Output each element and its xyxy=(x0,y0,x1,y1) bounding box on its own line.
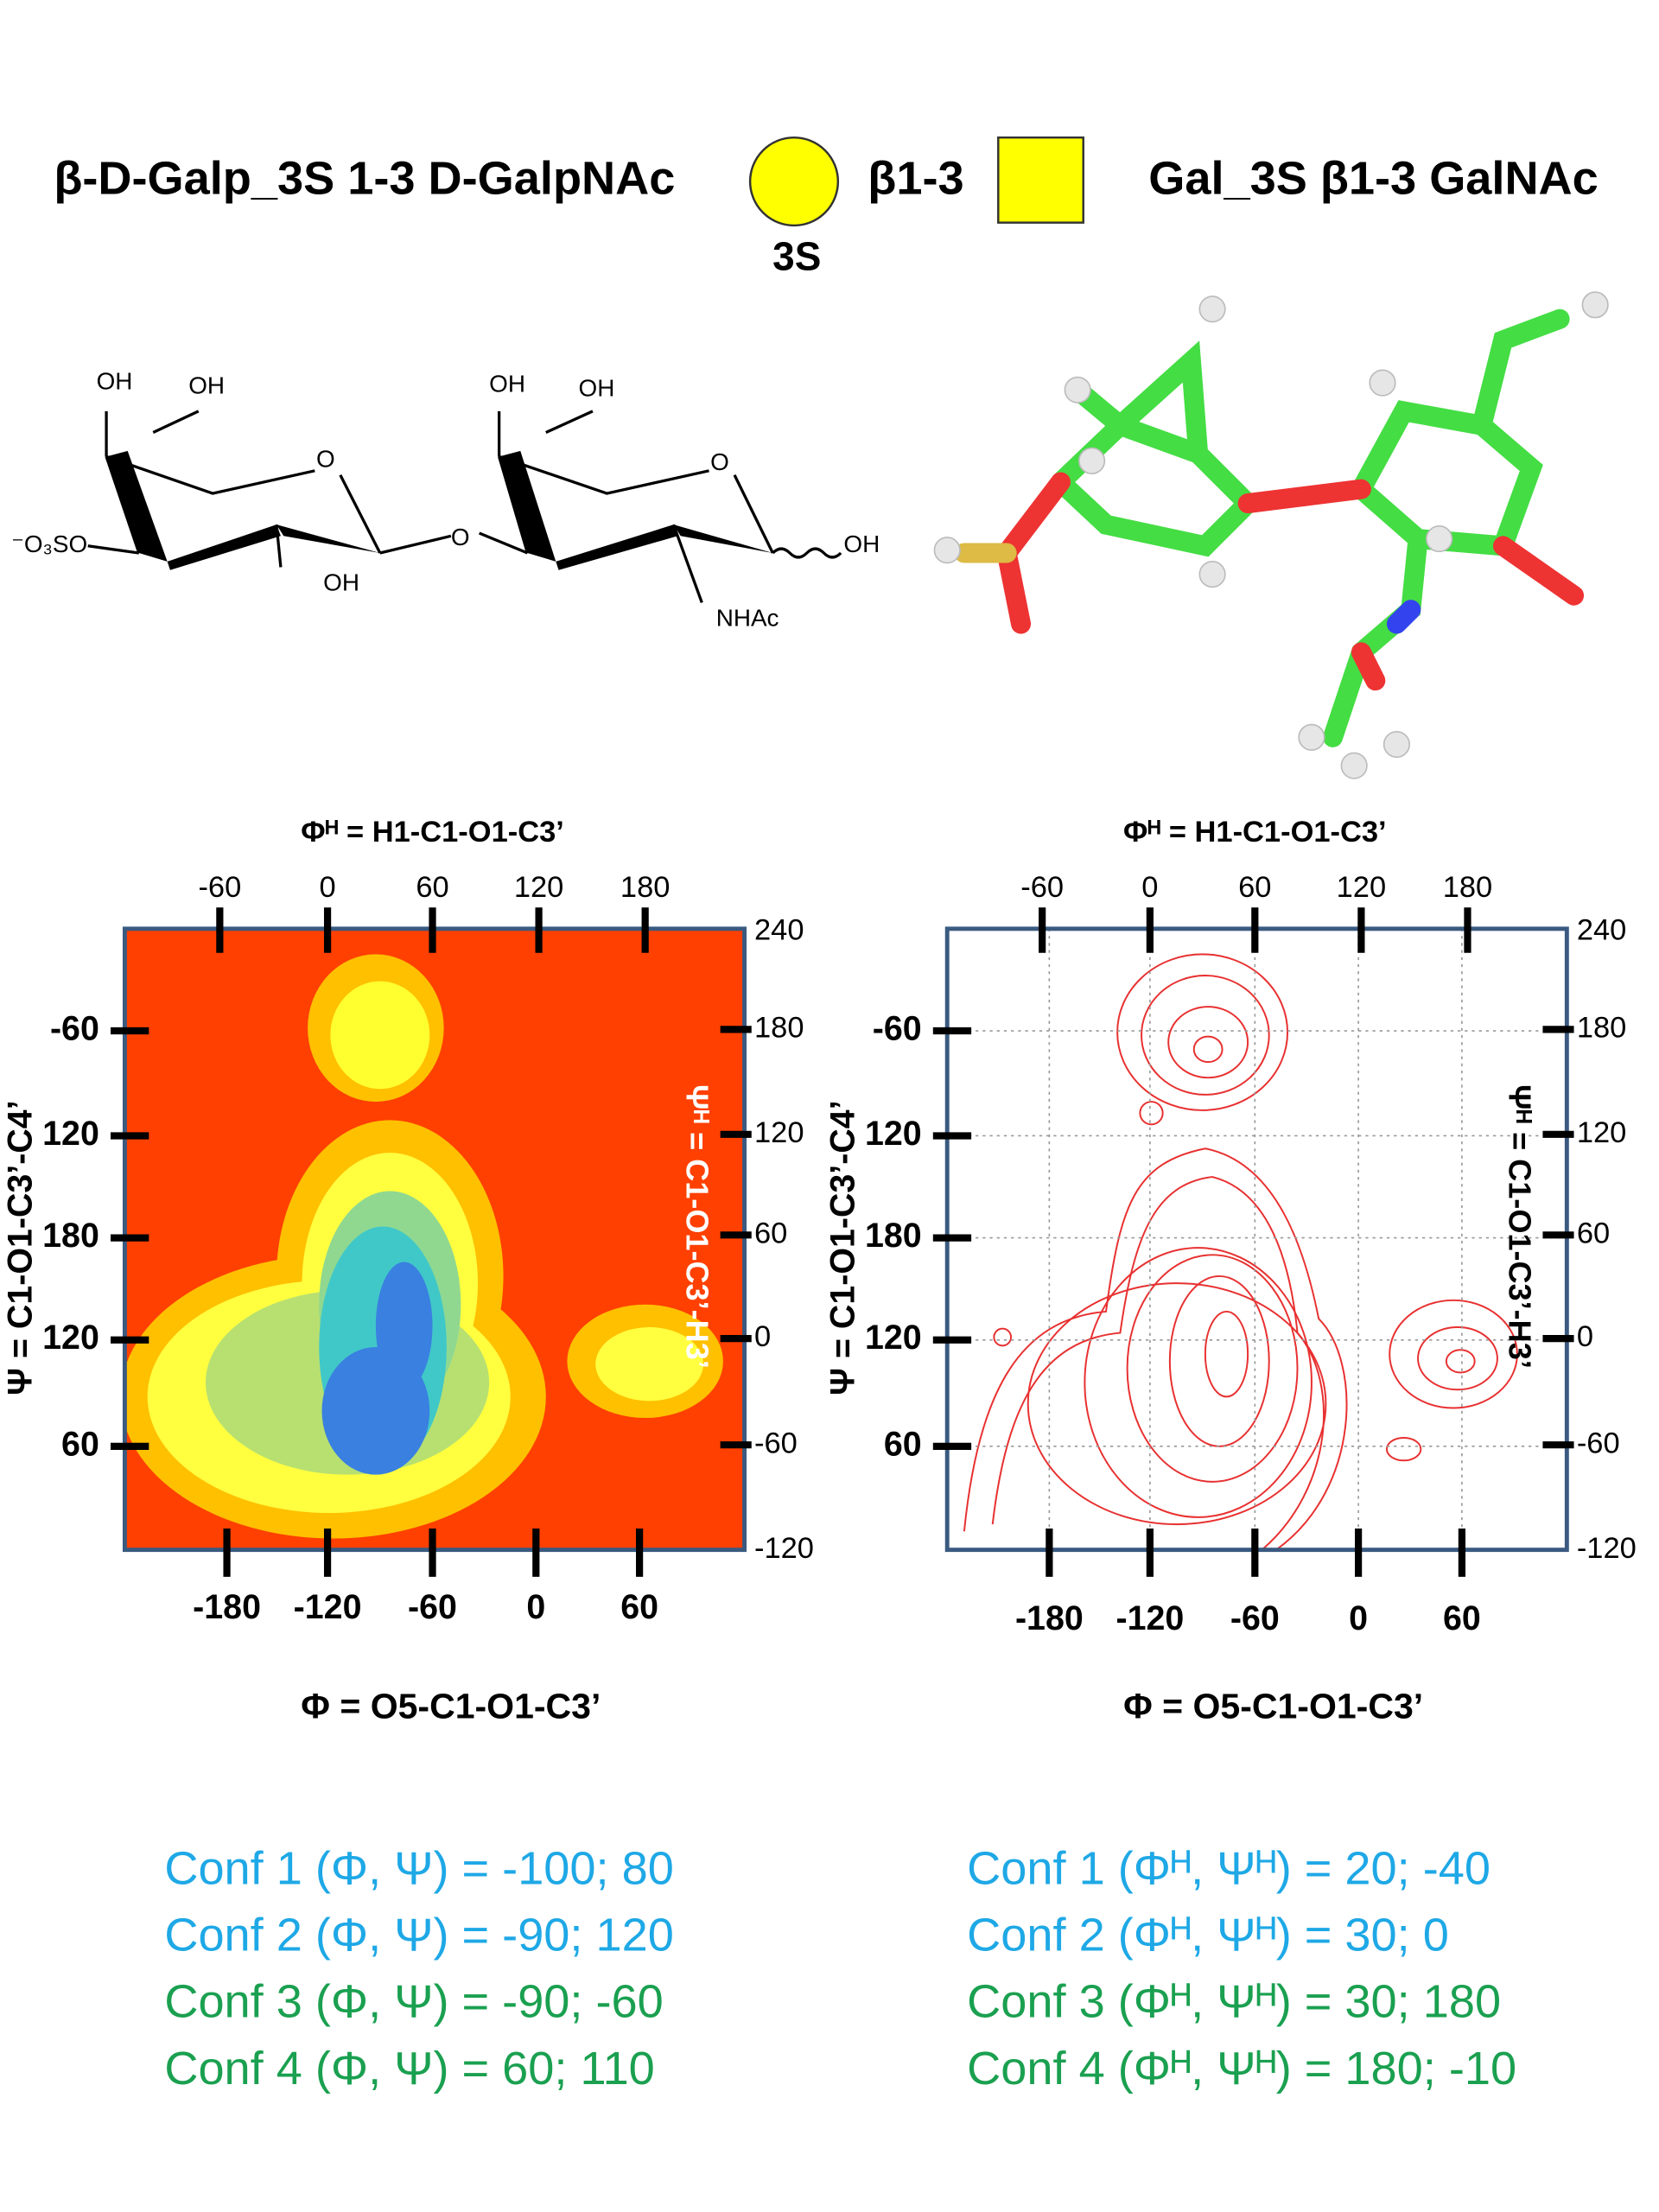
bottom-tick-label: -180 xyxy=(1015,1599,1084,1637)
galactose-symbol xyxy=(748,136,840,227)
right-tick-label: 60 xyxy=(754,1217,787,1249)
top-tick-label: 120 xyxy=(1337,871,1386,904)
y2-axis-label: Ψᴴ = C1-O1-C3’-H3’ xyxy=(1502,1084,1537,1369)
top-tick-label: 60 xyxy=(1238,871,1271,904)
right-tick-label: 120 xyxy=(1577,1116,1626,1149)
bottom-tick-label: 60 xyxy=(620,1588,658,1626)
conformation: Conf 3 (Φᴴ, Ψᴴ) = 30; 180 xyxy=(967,1976,1501,2028)
left-tick-label: 120 xyxy=(865,1115,922,1153)
top-tick-label: 120 xyxy=(514,871,563,904)
atom-label: OH xyxy=(97,367,133,394)
right-tick-label: 240 xyxy=(754,913,804,946)
conformation: Conf 3 (Φ, Ψ) = -90; -60 xyxy=(164,1976,663,2028)
left-tick-label: -60 xyxy=(50,1009,99,1047)
top-tick-label: 60 xyxy=(416,871,448,904)
top-tick-label: 180 xyxy=(620,871,670,904)
atom-label: OH xyxy=(188,372,225,398)
conformation: Conf 4 (Φ, Ψ) = 60; 110 xyxy=(164,2043,654,2094)
left-tick-label: 180 xyxy=(865,1217,922,1255)
atom-label: NHAc xyxy=(716,605,779,632)
conformation: Conf 2 (Φᴴ, Ψᴴ) = 30; 0 xyxy=(967,1910,1449,1961)
right-tick-label: 180 xyxy=(754,1011,804,1044)
y-axis-label: Ψ = C1-O1-C3’-C4’ xyxy=(2,1100,40,1395)
bottom-tick-label: -180 xyxy=(193,1588,261,1626)
plot: Φᴴ = H1-C1-O1-C3’ -60 0 60 120 180 240 180 120 60… xyxy=(2,816,814,1726)
conformation: Conf 4 (Φᴴ, Ψᴴ) = 180; -10 xyxy=(967,2043,1516,2094)
top-tick-label: -60 xyxy=(198,871,241,904)
y2-axis-label: Ψᴴ = C1-O1-C3’-H3’ xyxy=(680,1084,715,1369)
right-tick-label: 0 xyxy=(754,1320,771,1353)
bottom-tick-label: -60 xyxy=(408,1588,457,1626)
left-tick-label: -60 xyxy=(873,1009,922,1047)
atom-label: OH xyxy=(843,531,880,557)
top-axis-label: Φᴴ = H1-C1-O1-C3’ xyxy=(1123,816,1387,849)
right-tick-label: 240 xyxy=(1577,913,1626,946)
hydrogens xyxy=(933,291,1609,779)
energy-map xyxy=(124,928,745,1550)
right-tick-label: -60 xyxy=(1577,1427,1620,1459)
galnac-symbol xyxy=(997,136,1084,224)
bottom-tick-label: -120 xyxy=(1116,1599,1184,1637)
left-tick-label: 120 xyxy=(865,1319,922,1357)
bottom-tick-label: 0 xyxy=(1349,1599,1368,1637)
structure-wedges xyxy=(106,450,773,570)
contour-map xyxy=(947,928,1567,1550)
conformation: Conf 1 (Φ, Ψ) = -100; 80 xyxy=(164,1842,674,1894)
bottom-tick-label: 60 xyxy=(1443,1599,1481,1637)
left-tick-label: 60 xyxy=(884,1425,922,1463)
right-tick-label: -120 xyxy=(754,1532,814,1565)
left-tick-label: 120 xyxy=(42,1115,99,1153)
conformation: Conf 2 (Φ, Ψ) = -90; 120 xyxy=(164,1910,674,1961)
bottom-tick-label: -60 xyxy=(1230,1599,1280,1637)
atom-label: OH xyxy=(323,569,359,595)
sulfate-label: 3S xyxy=(772,233,821,278)
left-tick-label: 60 xyxy=(61,1425,99,1463)
x-axis-label: Φ = O5-C1-O1-C3’ xyxy=(301,1686,601,1726)
atom-label: O xyxy=(316,446,335,473)
atom-label: O xyxy=(710,448,729,475)
bottom-tick-label: 0 xyxy=(526,1588,545,1626)
right-title: Gal_3S β1-3 GalNAc xyxy=(1148,152,1599,204)
top-axis-label: Φᴴ = H1-C1-O1-C3’ xyxy=(301,816,564,849)
plot: Φᴴ = H1-C1-O1-C3’ -60 0 60 120 180 240 180 120 60… xyxy=(823,816,1636,1726)
left-tick-label: 180 xyxy=(42,1217,99,1255)
top-tick-label: 0 xyxy=(319,871,335,904)
atom-label: ⁻O₃SO xyxy=(11,531,87,557)
y-axis-label: Ψ = C1-O1-C3’-C4’ xyxy=(823,1100,861,1395)
right-tick-label: 180 xyxy=(1577,1011,1626,1044)
linkage: β1-3 xyxy=(868,152,963,204)
atom-label: O xyxy=(451,524,470,550)
atom-label: OH xyxy=(579,375,615,402)
stick-model xyxy=(954,308,1585,747)
top-tick-label: 180 xyxy=(1443,871,1492,904)
right-tick-label: 60 xyxy=(1577,1217,1610,1249)
left-title: β-D-Galp_3S 1-3 D-GalpNAc xyxy=(54,152,675,204)
top-tick-label: 0 xyxy=(1141,871,1158,904)
right-tick-label: -120 xyxy=(1577,1532,1637,1565)
atom-label: OH xyxy=(489,371,525,397)
x-axis-label: Φ = O5-C1-O1-C3’ xyxy=(1123,1686,1423,1726)
structure-drawing xyxy=(87,410,842,603)
right-tick-label: 0 xyxy=(1577,1320,1593,1353)
left-tick-label: 120 xyxy=(42,1319,99,1357)
bottom-tick-label: -120 xyxy=(294,1588,362,1626)
right-tick-label: 120 xyxy=(754,1116,804,1149)
top-tick-label: -60 xyxy=(1020,871,1064,904)
right-tick-label: -60 xyxy=(754,1427,798,1459)
conformation: Conf 1 (Φᴴ, Ψᴴ) = 20; -40 xyxy=(967,1842,1491,1894)
grid xyxy=(947,928,1567,1550)
